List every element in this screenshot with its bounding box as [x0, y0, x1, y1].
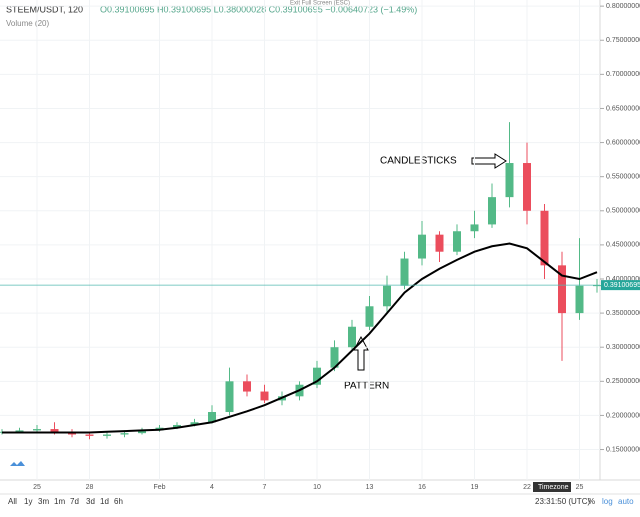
timezone[interactable]: Timezone — [538, 484, 569, 491]
y-tick-label: 0.80000000 — [606, 3, 640, 10]
range-button[interactable]: 1y — [24, 497, 32, 506]
candle-body — [33, 429, 41, 431]
x-tick-label: 4 — [210, 484, 214, 491]
x-tick-label: 22 — [523, 484, 531, 491]
symbol[interactable]: STEEM/USDT, 120 — [6, 4, 83, 14]
candle-body — [225, 381, 234, 413]
x-tick-label: Feb — [153, 484, 165, 491]
candle-body — [208, 412, 216, 423]
y-tick-label: 0.55000000 — [606, 174, 640, 181]
candle-body — [85, 434, 94, 436]
candle-body — [453, 231, 461, 252]
candle-body — [523, 163, 531, 211]
candle-body — [313, 367, 321, 385]
auto-toggle[interactable]: auto — [618, 497, 634, 506]
candle-body — [435, 234, 444, 252]
candle-body — [365, 306, 374, 327]
price-tag — [601, 280, 640, 291]
candle-body — [505, 163, 514, 198]
volume-label[interactable]: Volume (20) — [6, 19, 49, 28]
y-tick-label: 0.15000000 — [606, 446, 640, 453]
candle-body — [50, 429, 59, 432]
candle-body — [383, 285, 391, 307]
candle-body — [120, 433, 129, 435]
candle-body — [558, 265, 566, 314]
candle-body — [260, 391, 269, 401]
y-tick-label: 0.65000000 — [606, 105, 640, 112]
candle-body — [330, 347, 339, 368]
range-button[interactable]: All — [8, 497, 17, 506]
price-tag-label: 0.39100695 — [604, 282, 640, 289]
y-tick-label: 0.60000000 — [606, 139, 640, 146]
x-tick-label: 25 — [576, 484, 584, 491]
logo — [10, 461, 25, 466]
x-tick-label: 13 — [366, 484, 374, 491]
candle-body — [243, 381, 251, 392]
range-button[interactable]: 3m — [38, 497, 49, 506]
x-tick-label: 7 — [263, 484, 267, 491]
candle-body — [173, 424, 181, 428]
candle-body — [575, 285, 584, 314]
candle-body — [138, 430, 146, 434]
candle-body — [348, 326, 356, 348]
x-tick-label: 10 — [313, 484, 321, 491]
y-tick-label: 0.70000000 — [606, 71, 640, 78]
y-tick-label: 0.35000000 — [606, 310, 640, 317]
range-button[interactable]: 3d — [86, 497, 95, 506]
candle-body — [15, 430, 24, 432]
candle-body — [470, 224, 479, 232]
y-tick-label: 0.25000000 — [606, 378, 640, 385]
y-tick-label: 0.45000000 — [606, 242, 640, 249]
candle-body — [540, 210, 549, 266]
ohlc: O0.39100695 H0.39100695 L0.38000028 C0.3… — [100, 4, 417, 14]
percent-toggle[interactable]: % — [588, 497, 595, 506]
x-tick-label: 19 — [471, 484, 479, 491]
range-button[interactable]: 1m — [54, 497, 65, 506]
exit-fullscreen[interactable]: Exit Full Screen (ESC) — [290, 1, 350, 7]
candle-body — [103, 434, 111, 436]
arrow-right — [471, 153, 507, 169]
candle-body — [418, 234, 426, 259]
y-tick-label: 0.20000000 — [606, 412, 640, 419]
candle-body — [400, 258, 409, 286]
timezone-tag[interactable] — [533, 482, 571, 492]
annotation: CANDLESTICKS — [380, 156, 457, 167]
x-tick-label: 16 — [418, 484, 426, 491]
y-tick-label: 0.40000000 — [606, 276, 640, 283]
y-tick-label: 0.75000000 — [606, 37, 640, 44]
candle-body — [190, 422, 199, 425]
y-tick-label: 0.30000000 — [606, 344, 640, 351]
range-button[interactable]: 7d — [70, 497, 79, 506]
clock: 23:31:50 (UTC) — [535, 497, 590, 506]
candle-body — [593, 285, 601, 287]
y-tick-label: 0.50000000 — [606, 208, 640, 215]
x-tick-label: 25 — [33, 484, 41, 491]
range-button[interactable]: 1d — [100, 497, 109, 506]
annotation: PATTERN — [344, 381, 389, 392]
log-toggle[interactable]: log — [602, 497, 613, 506]
x-tick-label: 28 — [86, 484, 94, 491]
range-button[interactable]: 6h — [114, 497, 123, 506]
pattern-line — [2, 242, 598, 434]
candle-body — [488, 197, 496, 225]
